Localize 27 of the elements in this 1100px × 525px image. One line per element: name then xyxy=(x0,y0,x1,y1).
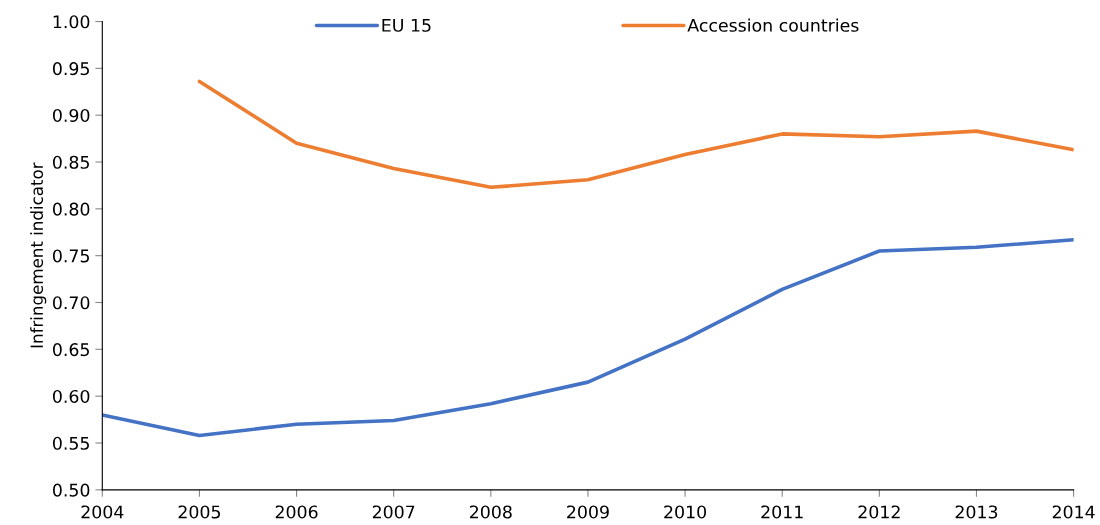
y-tick-label: 0.50 xyxy=(52,483,90,497)
x-tick-label: 2005 xyxy=(178,505,220,519)
legend-label: EU 15 xyxy=(382,18,431,32)
x-tick-label: 2013 xyxy=(955,505,998,519)
y-tick-label: 0.70 xyxy=(52,296,90,310)
y-axis-title: Infringement indicator xyxy=(30,162,47,348)
x-tick-label: 2011 xyxy=(761,505,803,519)
x-tick-label: 2009 xyxy=(567,505,609,519)
x-tick-label: 2012 xyxy=(858,505,900,519)
x-tick-label: 2004 xyxy=(81,505,124,519)
line-series xyxy=(102,237,1074,438)
y-tick-label: 0.60 xyxy=(52,389,90,404)
y-tick-label: 0.80 xyxy=(52,202,90,216)
x-tick-label: 2006 xyxy=(275,505,318,519)
x-tick-label: 2007 xyxy=(372,505,415,519)
y-tick-label: 1.00 xyxy=(53,15,90,29)
x-tick-label: 2010 xyxy=(664,505,707,519)
y-tick-label: 0.90 xyxy=(52,108,90,123)
y-tick-label: 0.65 xyxy=(52,343,89,357)
x-tick-label: 2014 xyxy=(1052,505,1095,519)
y-tick-label: 0.85 xyxy=(52,155,89,169)
y-tick-label: 0.75 xyxy=(52,249,89,263)
y-tick-label: 0.95 xyxy=(52,62,89,76)
line-series xyxy=(197,79,1074,190)
legend-label: Accession countries xyxy=(687,18,859,32)
x-tick-label: 2008 xyxy=(470,505,512,519)
y-tick-label: 0.55 xyxy=(52,436,89,450)
